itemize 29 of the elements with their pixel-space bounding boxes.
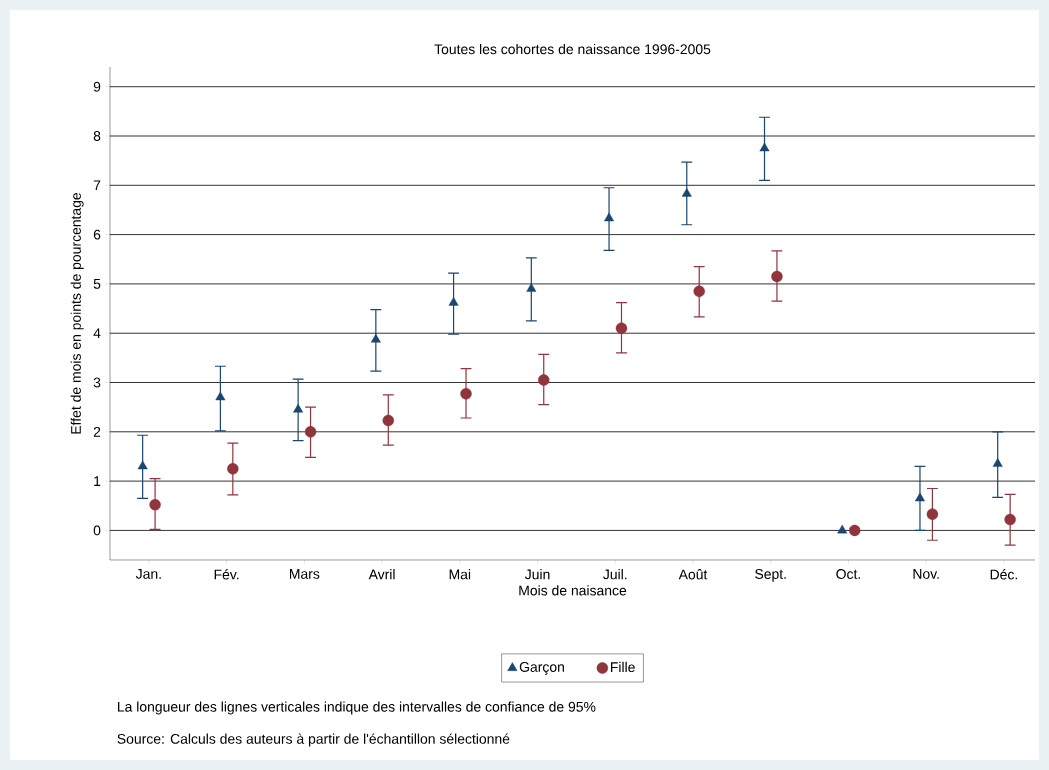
y-tick-label: 8 (93, 131, 101, 141)
y-tick-label: 0 (93, 525, 101, 536)
x-tick-label: Mars (289, 569, 320, 579)
x-axis-title: Mois de naisance (519, 585, 627, 596)
y-tick-label: 6 (93, 229, 101, 240)
y-axis-title: Effet de mois en points de pourcentage (70, 192, 84, 434)
x-tick-label: Sept. (755, 569, 786, 582)
text: La longueur des lignes verticales indique des intervalles de confiance de 95% (118, 701, 596, 715)
y-tick-label: 4 (93, 328, 101, 338)
y-tick-label: 9 (93, 81, 101, 92)
x-tick-label: Avril (368, 569, 395, 580)
y-tick-label: 7 (93, 180, 101, 191)
x-tick-label: Déc. (990, 569, 1017, 580)
chart-title: Toutes les cohortes de naissance 1996-2005 (434, 43, 711, 55)
x-tick-label: Août (678, 569, 708, 580)
x-tick-label: Mai (449, 569, 471, 580)
y-tick-label: 3 (93, 377, 101, 388)
x-tick-label: Jan. (135, 569, 161, 579)
y-tick-label: 2 (93, 426, 101, 437)
legend-label: Garçon (519, 662, 564, 675)
x-tick-label: Juil. (603, 569, 627, 580)
y-tick-label: 1 (94, 476, 101, 486)
x-tick-label: Oct. (836, 569, 860, 579)
x-tick-label: Nov. (913, 569, 939, 579)
x-tick-label: Juin (524, 569, 550, 580)
legend-label: Fille (610, 661, 635, 673)
x-tick-label: Fév. (214, 569, 239, 580)
source-note: Source: Calculs des auteurs à partir de l'échantillon sélectionné (117, 733, 510, 747)
y-tick-label: 5 (93, 279, 101, 289)
